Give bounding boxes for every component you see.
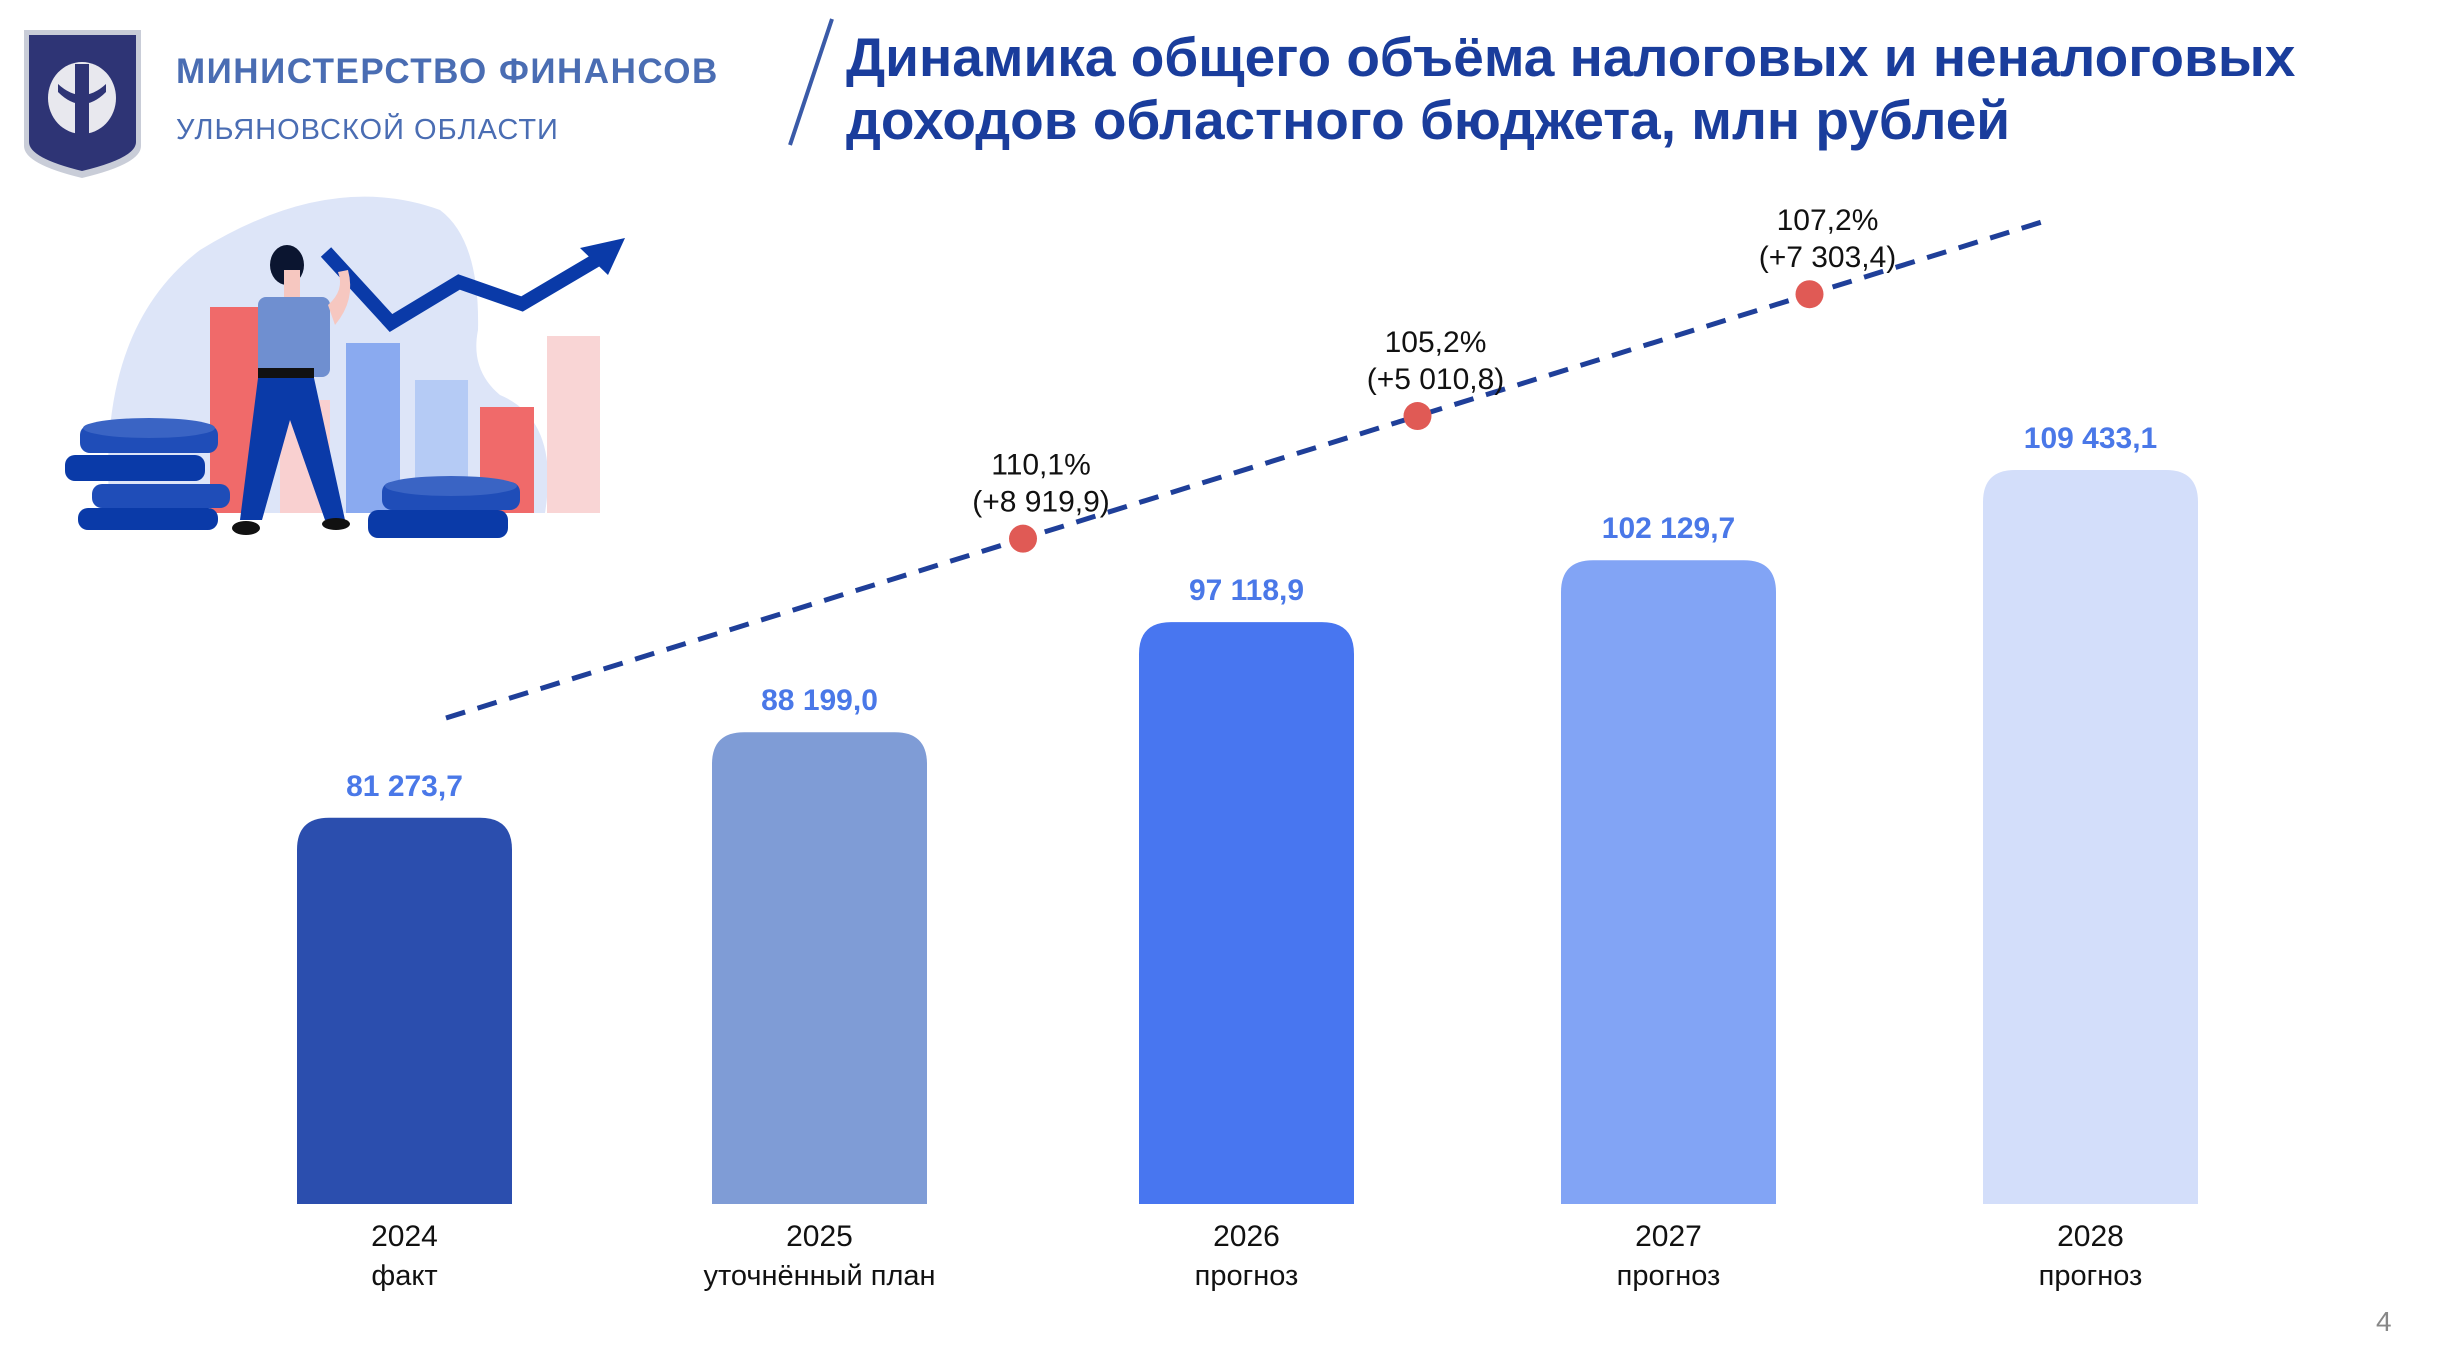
value-label: 109 433,1 xyxy=(2024,422,2157,455)
growth-percent-label: 107,2% xyxy=(1777,204,1879,237)
growth-delta-label: (+5 010,8) xyxy=(1367,363,1505,396)
ministry-name: МИНИСТЕРСТВО ФИНАНСОВ xyxy=(176,52,719,91)
coin-stack-right xyxy=(368,476,520,538)
title-line-1: Динамика общего объёма налоговых и ненал… xyxy=(846,26,2296,88)
trend-dot xyxy=(1403,402,1432,431)
page-title: Динамика общего объёма налоговых и ненал… xyxy=(846,26,2295,152)
x-tick-label: 2027 xyxy=(1635,1220,1702,1253)
x-tick-label: 2024 xyxy=(371,1220,438,1253)
header-divider xyxy=(788,18,834,146)
value-label: 102 129,7 xyxy=(1602,512,1735,545)
growth-percent-label: 105,2% xyxy=(1385,326,1487,359)
x-tick-sublabel: прогноз xyxy=(2039,1260,2143,1292)
bar-2026 xyxy=(1139,622,1354,1204)
bar-2024 xyxy=(297,817,512,1204)
x-tick-label: 2026 xyxy=(1213,1220,1280,1253)
person-figure xyxy=(232,245,351,535)
growth-delta-label: (+8 919,9) xyxy=(972,486,1110,519)
bar-2027 xyxy=(1561,560,1776,1204)
bar-2025 xyxy=(712,732,927,1204)
trend-dot xyxy=(1795,280,1824,309)
trend-arrow-icon xyxy=(320,247,609,332)
page-number: 4 xyxy=(2376,1306,2392,1337)
ministry-region: УЛЬЯНОВСКОЙ ОБЛАСТИ xyxy=(176,114,559,146)
value-label: 97 118,9 xyxy=(1189,574,1304,607)
illustration-bar xyxy=(547,336,600,513)
ministry-logo xyxy=(24,30,141,178)
x-tick-sublabel: прогноз xyxy=(1195,1260,1299,1292)
x-tick-label: 2028 xyxy=(2057,1220,2124,1253)
title-line-2: доходов областного бюджета, млн рублей xyxy=(846,89,2011,151)
bar-2028 xyxy=(1983,470,2198,1204)
value-label: 81 273,7 xyxy=(346,770,463,803)
value-label: 88 199,0 xyxy=(761,684,878,717)
growth-illustration xyxy=(65,196,625,538)
arrow-head-icon xyxy=(580,238,625,275)
growth-delta-label: (+7 303,4) xyxy=(1759,241,1897,274)
x-tick-label: 2025 xyxy=(786,1220,853,1253)
x-tick-sublabel: прогноз xyxy=(1617,1260,1721,1292)
coin-stack-left xyxy=(65,418,230,530)
x-tick-sublabel: уточнённый план xyxy=(703,1260,935,1292)
growth-percent-label: 110,1% xyxy=(991,449,1091,482)
trend-line xyxy=(445,218,2046,721)
x-tick-sublabel: факт xyxy=(371,1260,437,1292)
trend-dot xyxy=(1009,524,1037,553)
